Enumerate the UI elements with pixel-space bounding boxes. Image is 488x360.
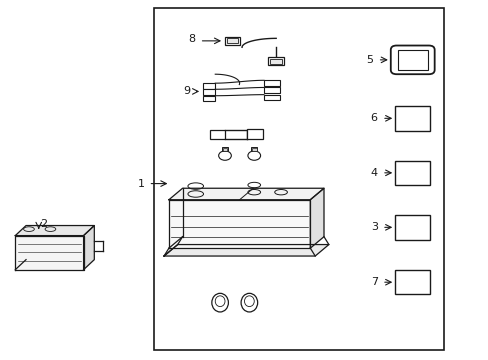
Text: 2: 2 xyxy=(40,219,47,229)
Bar xyxy=(203,83,215,89)
Bar xyxy=(394,270,429,294)
Text: 3: 3 xyxy=(370,222,377,232)
Text: 4: 4 xyxy=(370,168,377,178)
Text: 6: 6 xyxy=(370,113,377,123)
Polygon shape xyxy=(168,188,324,200)
Polygon shape xyxy=(168,200,310,248)
Text: 5: 5 xyxy=(366,55,372,65)
Bar xyxy=(203,89,215,95)
Bar xyxy=(251,148,256,150)
Polygon shape xyxy=(15,226,94,235)
Bar xyxy=(224,37,239,45)
Bar xyxy=(251,147,257,151)
Bar xyxy=(203,96,215,101)
Bar xyxy=(264,95,279,100)
Polygon shape xyxy=(83,226,94,270)
Bar xyxy=(269,59,281,64)
Bar xyxy=(394,215,429,239)
Bar xyxy=(394,161,429,185)
Bar xyxy=(222,148,227,150)
Bar xyxy=(210,130,224,139)
Polygon shape xyxy=(15,235,83,270)
FancyBboxPatch shape xyxy=(390,45,434,74)
Bar xyxy=(394,106,429,131)
Bar xyxy=(397,50,427,69)
Text: 1: 1 xyxy=(137,179,144,189)
Bar xyxy=(264,87,279,93)
Polygon shape xyxy=(163,244,328,256)
Text: 7: 7 xyxy=(370,277,377,287)
Bar xyxy=(222,147,227,151)
Bar xyxy=(246,130,262,139)
Polygon shape xyxy=(310,188,324,248)
Bar xyxy=(154,8,444,350)
Bar xyxy=(267,57,283,65)
Text: 9: 9 xyxy=(183,86,189,96)
Bar xyxy=(264,80,279,86)
Bar xyxy=(226,39,237,43)
Text: 8: 8 xyxy=(188,34,195,44)
